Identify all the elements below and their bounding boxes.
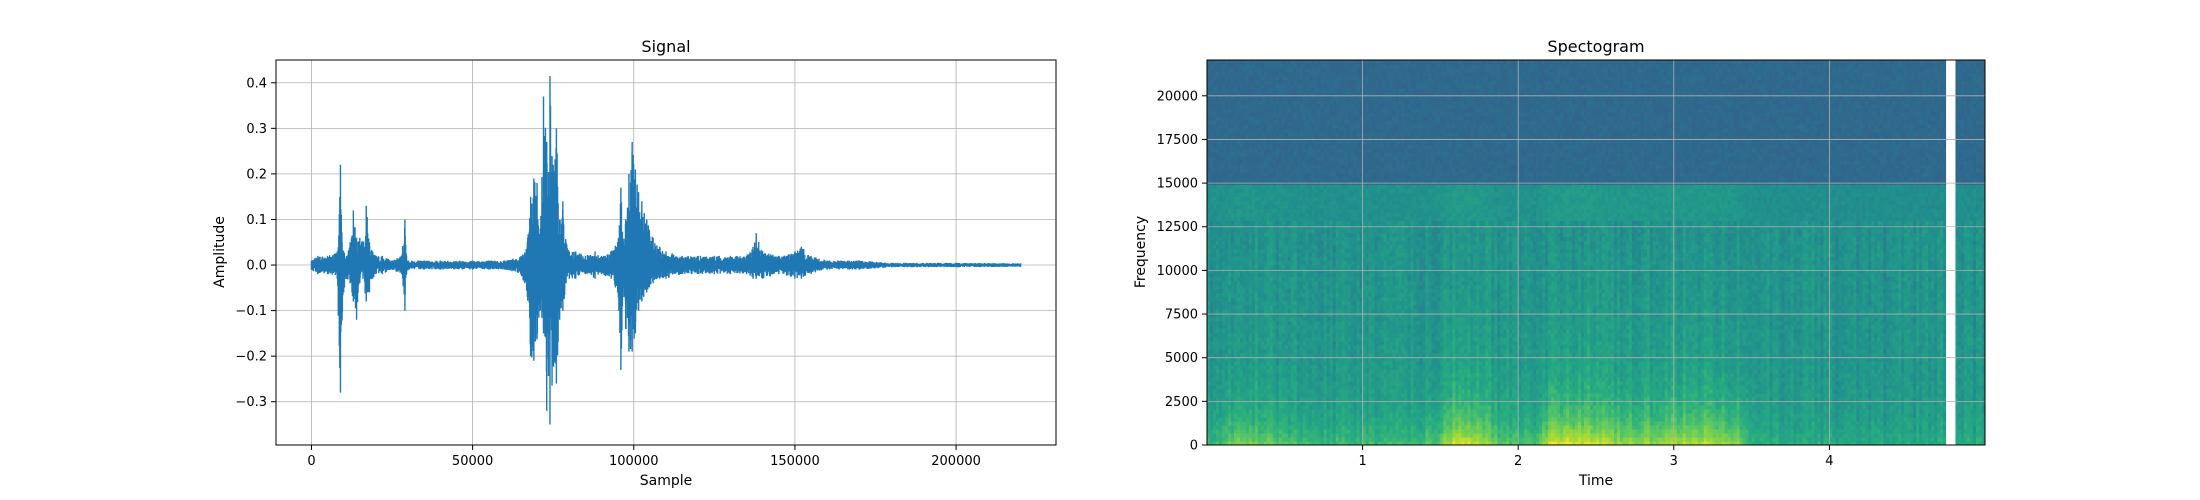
signal-y-tick-label: −0.2	[235, 350, 267, 365]
signal-y-tick-label: 0.4	[246, 76, 267, 91]
spectrogram-heatmap	[1207, 60, 1986, 446]
signal-x-tick-label: 0	[307, 454, 315, 469]
signal-chart: 0 50000 100000 150000 200000 −0.3 −0.2 −0.1 0.0…	[212, 37, 1056, 489]
signal-y-ticks: −0.3 −0.2 −0.1 0.0 0.1 0.2 0.3 0.4	[235, 76, 276, 410]
signal-y-tick-label: 0.0	[246, 259, 267, 274]
signal-y-tick-label: 0.3	[246, 122, 267, 137]
signal-x-tick-label: 150000	[770, 454, 820, 469]
signal-y-tick-label: −0.3	[235, 395, 267, 410]
signal-y-axis-label: Amplitude	[212, 216, 228, 288]
signal-x-tick-label: 50000	[452, 454, 493, 469]
signal-y-tick-label: 0.2	[246, 167, 267, 182]
signal-y-tick-label: −0.1	[235, 304, 267, 319]
signal-x-tick-label: 100000	[609, 454, 659, 469]
signal-title: Signal	[641, 37, 690, 56]
signal-x-tick-label: 200000	[931, 454, 981, 469]
signal-y-tick-label: 0.1	[246, 213, 267, 228]
signal-x-ticks: 0 50000 100000 150000 200000	[307, 445, 981, 469]
signal-x-axis-label: Sample	[640, 473, 693, 489]
